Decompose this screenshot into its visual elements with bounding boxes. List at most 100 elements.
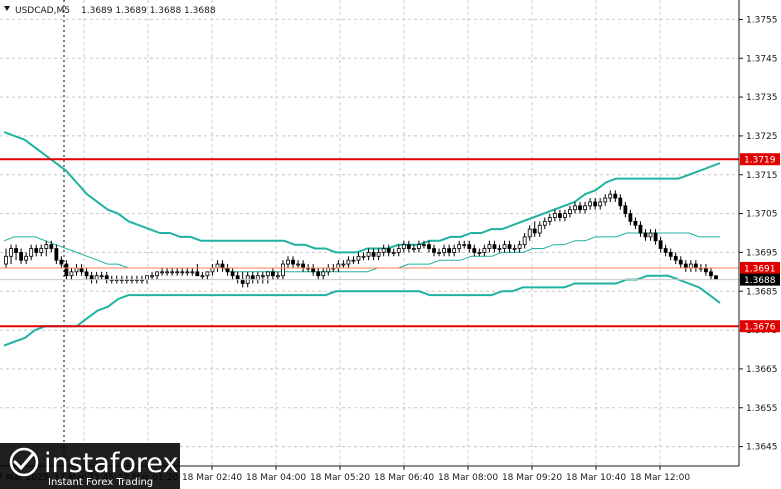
candle-body-bull bbox=[537, 224, 542, 234]
candle-body-bear bbox=[427, 244, 431, 249]
candle bbox=[411, 244, 416, 253]
candle-body-bull bbox=[552, 213, 557, 218]
candle bbox=[175, 267, 180, 276]
candle bbox=[547, 213, 552, 226]
candle bbox=[265, 271, 270, 284]
band-middle-line bbox=[3, 232, 720, 273]
candle-body-bull bbox=[366, 252, 371, 257]
candle bbox=[472, 244, 477, 257]
candle bbox=[502, 240, 507, 253]
candle-body-bull bbox=[336, 263, 341, 269]
candle-body-bull bbox=[99, 275, 104, 278]
candle-body-bear bbox=[693, 263, 698, 269]
candle bbox=[568, 205, 572, 218]
candle-body-bull bbox=[517, 244, 522, 249]
candle bbox=[432, 244, 436, 257]
candle-body-bear bbox=[658, 240, 663, 249]
candle bbox=[497, 244, 502, 253]
candle bbox=[593, 198, 598, 210]
resistance-marker: 1.3719 bbox=[740, 153, 780, 166]
last-price-marker-bg bbox=[740, 273, 780, 286]
candle bbox=[190, 267, 195, 276]
candle bbox=[558, 209, 562, 222]
candle-body-bear bbox=[250, 275, 255, 281]
candle bbox=[200, 271, 205, 280]
candle-body-bull bbox=[396, 248, 401, 253]
candle bbox=[361, 252, 366, 261]
candle-body-bear bbox=[447, 248, 452, 253]
candle bbox=[281, 260, 285, 280]
candle-body-bear bbox=[507, 244, 512, 249]
candle bbox=[512, 244, 517, 253]
levels-layer bbox=[0, 158, 739, 328]
candle-body-bull bbox=[422, 244, 426, 247]
candle-body-bear bbox=[638, 224, 643, 234]
candle-body-bear bbox=[618, 197, 623, 207]
bollinger-bands-layer bbox=[3, 131, 721, 347]
candle bbox=[366, 248, 371, 261]
candle-body-bull bbox=[462, 244, 467, 247]
candle-body-bull bbox=[417, 244, 421, 249]
candle-body-bull bbox=[391, 252, 396, 254]
candle-body-bear bbox=[311, 267, 316, 273]
candle-body-bull bbox=[583, 205, 587, 211]
candle bbox=[633, 217, 638, 230]
candle-body-bull bbox=[568, 209, 572, 214]
candle bbox=[714, 275, 718, 281]
candle bbox=[618, 194, 623, 210]
candle bbox=[608, 190, 613, 202]
candle bbox=[437, 248, 441, 257]
candle bbox=[532, 221, 537, 237]
candle-body-bull bbox=[573, 205, 577, 211]
candle bbox=[44, 240, 49, 257]
candle bbox=[276, 271, 280, 280]
candle-body-bull bbox=[265, 271, 270, 277]
candle-body-bear bbox=[54, 248, 59, 261]
candle-body-bull bbox=[145, 275, 149, 281]
candle-body-bear bbox=[709, 271, 713, 277]
candle-body-bull bbox=[296, 263, 300, 266]
candle bbox=[346, 256, 351, 268]
candle bbox=[643, 229, 648, 241]
candle-body-bull bbox=[608, 193, 613, 199]
candle bbox=[522, 233, 527, 249]
candle-body-bull bbox=[356, 255, 361, 261]
candle bbox=[578, 201, 582, 214]
candle-body-bull bbox=[205, 271, 210, 277]
candle-body-bear bbox=[628, 213, 633, 222]
candle-body-bear bbox=[64, 263, 69, 277]
candle bbox=[452, 244, 457, 257]
candle bbox=[598, 198, 603, 210]
candle bbox=[537, 221, 542, 237]
candle bbox=[487, 240, 492, 253]
candle-body-bear bbox=[714, 275, 718, 281]
price-tick-label: 1.3715 bbox=[746, 171, 778, 181]
triangle-down-icon[interactable] bbox=[4, 6, 10, 11]
candle bbox=[371, 248, 376, 261]
candle bbox=[517, 240, 522, 253]
candle-body-bear bbox=[270, 271, 275, 277]
candle bbox=[64, 260, 69, 280]
candle bbox=[351, 256, 356, 265]
candle-body-bull bbox=[452, 248, 457, 253]
candle bbox=[260, 271, 265, 284]
candle bbox=[668, 248, 673, 261]
candle bbox=[447, 244, 452, 257]
candle bbox=[638, 221, 643, 237]
candle-body-bear bbox=[623, 205, 628, 214]
candle bbox=[356, 252, 361, 265]
candle bbox=[321, 267, 326, 280]
candle bbox=[583, 201, 587, 214]
candle-body-bull bbox=[563, 213, 567, 218]
candle bbox=[296, 260, 300, 268]
candle-body-bear bbox=[14, 248, 18, 253]
candle-body-bull bbox=[547, 217, 552, 222]
candle bbox=[658, 236, 663, 253]
candle-body-bull bbox=[598, 201, 603, 207]
price-tick-label: 1.3655 bbox=[746, 404, 778, 414]
price-tick-label: 1.3645 bbox=[746, 443, 778, 453]
candle-body-bull bbox=[512, 248, 517, 250]
candle-body-bull bbox=[603, 197, 608, 203]
